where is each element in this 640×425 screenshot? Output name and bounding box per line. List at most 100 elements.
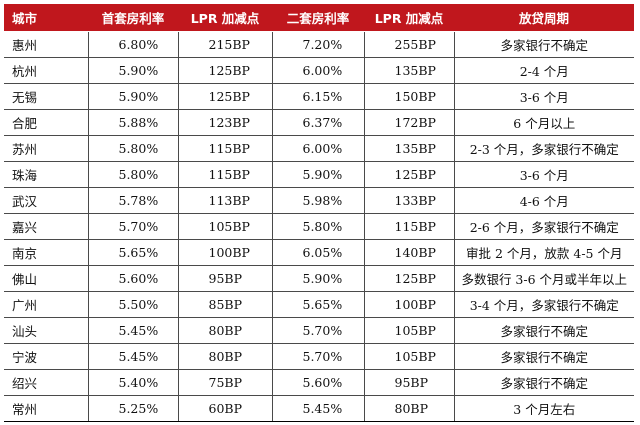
cell-second-home-rate: 6.05%: [271, 238, 364, 266]
cell-first-lpr-spread: 125BP: [177, 56, 272, 84]
cell-first-home-rate: 5.80%: [87, 160, 178, 188]
cell-first-home-rate: 5.65%: [87, 238, 178, 266]
cell-first-lpr-spread: 100BP: [177, 238, 272, 266]
cell-second-home-rate: 5.45%: [271, 394, 364, 422]
cell-second-lpr-spread: 135BP: [363, 56, 454, 84]
cell-first-lpr-spread: 125BP: [177, 82, 272, 110]
header-first-lpr-spread: LPR 加减点: [178, 4, 272, 31]
cell-first-lpr-spread: 75BP: [177, 368, 272, 396]
cell-second-lpr-spread: 140BP: [363, 238, 454, 266]
cell-city: 绍兴: [4, 368, 88, 396]
cell-loan-period: 多家银行不确定: [453, 342, 634, 370]
cell-second-lpr-spread: 125BP: [363, 160, 454, 188]
cell-loan-period: 2-4 个月: [453, 56, 634, 84]
cell-city: 惠州: [4, 30, 88, 58]
cell-second-lpr-spread: 105BP: [363, 316, 454, 344]
cell-city: 宁波: [4, 342, 88, 370]
cell-second-home-rate: 5.90%: [271, 264, 364, 292]
cell-first-home-rate: 5.78%: [87, 186, 178, 214]
cell-city: 苏州: [4, 134, 88, 162]
cell-second-home-rate: 5.60%: [271, 368, 364, 396]
cell-second-lpr-spread: 95BP: [363, 368, 454, 396]
cell-loan-period: 多数银行 3-6 个月或半年以上: [453, 264, 634, 292]
table-row: 杭州 5.90% 125BP 6.00% 135BP 2-4 个月: [4, 56, 634, 84]
cell-second-home-rate: 6.00%: [271, 56, 364, 84]
cell-city: 嘉兴: [4, 212, 88, 240]
header-second-lpr-spread: LPR 加减点: [364, 4, 454, 31]
table-row: 珠海 5.80% 115BP 5.90% 125BP 3-6 个月: [4, 160, 634, 188]
cell-second-home-rate: 5.80%: [271, 212, 364, 240]
mortgage-rate-table: 城市 首套房利率 LPR 加减点 二套房利率 LPR 加减点 放贷周期 惠州 6.…: [4, 4, 634, 422]
cell-loan-period: 3-6 个月: [453, 82, 634, 110]
cell-city: 广州: [4, 290, 88, 318]
mortgage-rate-table-container: 城市 首套房利率 LPR 加减点 二套房利率 LPR 加减点 放贷周期 惠州 6.…: [4, 4, 634, 422]
table-row: 宁波 5.45% 80BP 5.70% 105BP 多家银行不确定: [4, 342, 634, 370]
table-row: 佛山 5.60% 95BP 5.90% 125BP 多数银行 3-6 个月或半年以上: [4, 264, 634, 292]
cell-second-home-rate: 5.90%: [271, 160, 364, 188]
cell-loan-period: 2-3 个月，多家银行不确定: [453, 134, 634, 162]
cell-first-home-rate: 5.90%: [87, 56, 178, 84]
cell-loan-period: 3-6 个月: [453, 160, 634, 188]
cell-loan-period: 多家银行不确定: [453, 368, 634, 396]
cell-first-home-rate: 6.80%: [87, 30, 178, 58]
table-row: 苏州 5.80% 115BP 6.00% 135BP 2-3 个月，多家银行不确定: [4, 134, 634, 162]
table-row: 惠州 6.80% 215BP 7.20% 255BP 多家银行不确定: [4, 30, 634, 58]
cell-second-home-rate: 6.15%: [271, 82, 364, 110]
cell-first-home-rate: 5.60%: [87, 264, 178, 292]
cell-first-home-rate: 5.50%: [87, 290, 178, 318]
table-row: 南京 5.65% 100BP 6.05% 140BP 审批 2 个月，放款 4-5 个月: [4, 238, 634, 266]
cell-second-home-rate: 7.20%: [271, 30, 364, 58]
cell-city: 常州: [4, 394, 88, 422]
cell-second-home-rate: 5.65%: [271, 290, 364, 318]
cell-first-lpr-spread: 123BP: [177, 108, 272, 136]
cell-first-home-rate: 5.80%: [87, 134, 178, 162]
cell-loan-period: 多家银行不确定: [453, 316, 634, 344]
cell-second-home-rate: 6.00%: [271, 134, 364, 162]
cell-second-lpr-spread: 80BP: [363, 394, 454, 422]
cell-first-home-rate: 5.40%: [87, 368, 178, 396]
cell-first-lpr-spread: 95BP: [177, 264, 272, 292]
table-row: 无锡 5.90% 125BP 6.15% 150BP 3-6 个月: [4, 82, 634, 110]
cell-first-lpr-spread: 113BP: [177, 186, 272, 214]
cell-second-lpr-spread: 125BP: [363, 264, 454, 292]
cell-second-lpr-spread: 172BP: [363, 108, 454, 136]
cell-loan-period: 4-6 个月: [453, 186, 634, 214]
table-row: 常州 5.25% 60BP 5.45% 80BP 3 个月左右: [4, 394, 634, 422]
header-row: 城市 首套房利率 LPR 加减点 二套房利率 LPR 加减点 放贷周期: [4, 4, 634, 31]
header-second-home-rate: 二套房利率: [272, 4, 364, 31]
cell-first-lpr-spread: 115BP: [177, 134, 272, 162]
cell-first-lpr-spread: 80BP: [177, 342, 272, 370]
cell-loan-period: 2-6 个月，多家银行不确定: [453, 212, 634, 240]
cell-city: 合肥: [4, 108, 88, 136]
cell-loan-period: 6 个月以上: [453, 108, 634, 136]
cell-city: 杭州: [4, 56, 88, 84]
table-row: 汕头 5.45% 80BP 5.70% 105BP 多家银行不确定: [4, 316, 634, 344]
cell-first-home-rate: 5.90%: [87, 82, 178, 110]
cell-second-lpr-spread: 135BP: [363, 134, 454, 162]
cell-first-home-rate: 5.45%: [87, 342, 178, 370]
cell-first-home-rate: 5.45%: [87, 316, 178, 344]
cell-second-home-rate: 5.70%: [271, 342, 364, 370]
cell-second-home-rate: 5.98%: [271, 186, 364, 214]
cell-first-lpr-spread: 60BP: [177, 394, 272, 422]
header-loan-period: 放贷周期: [454, 4, 634, 31]
cell-loan-period: 3-4 个月，多家银行不确定: [453, 290, 634, 318]
cell-loan-period: 审批 2 个月，放款 4-5 个月: [453, 238, 634, 266]
cell-first-lpr-spread: 115BP: [177, 160, 272, 188]
cell-loan-period: 3 个月左右: [453, 394, 634, 422]
cell-first-home-rate: 5.70%: [87, 212, 178, 240]
cell-second-lpr-spread: 150BP: [363, 82, 454, 110]
cell-first-lpr-spread: 215BP: [177, 30, 272, 58]
header-city: 城市: [4, 4, 88, 31]
cell-city: 无锡: [4, 82, 88, 110]
cell-second-home-rate: 5.70%: [271, 316, 364, 344]
table-row: 绍兴 5.40% 75BP 5.60% 95BP 多家银行不确定: [4, 368, 634, 396]
cell-first-lpr-spread: 85BP: [177, 290, 272, 318]
cell-city: 汕头: [4, 316, 88, 344]
cell-second-lpr-spread: 133BP: [363, 186, 454, 214]
cell-second-home-rate: 6.37%: [271, 108, 364, 136]
cell-first-home-rate: 5.25%: [87, 394, 178, 422]
cell-city: 珠海: [4, 160, 88, 188]
cell-second-lpr-spread: 255BP: [363, 30, 454, 58]
table-row: 广州 5.50% 85BP 5.65% 100BP 3-4 个月，多家银行不确定: [4, 290, 634, 318]
